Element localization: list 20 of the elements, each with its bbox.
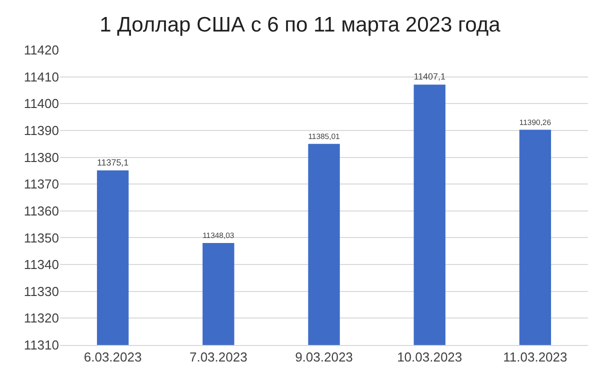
x-tick-label: 9.03.2023 — [295, 350, 353, 365]
y-tick-label: 11350 — [24, 230, 59, 246]
y-tick-label: 11360 — [24, 203, 59, 218]
data-label: 11407,1 — [414, 72, 446, 82]
x-tick-label: 10.03.2023 — [397, 350, 462, 365]
y-tick-label: 11370 — [24, 176, 59, 192]
y-tick-label: 11390 — [24, 123, 59, 138]
x-tick-label: 7.03.2023 — [189, 350, 248, 365]
chart-title: 1 Доллар США с 6 по 11 марта 2023 года — [100, 14, 501, 37]
y-tick-label: 11320 — [24, 310, 59, 326]
y-tick-label: 11400 — [24, 96, 59, 112]
y-tick-label: 11310 — [24, 338, 59, 353]
x-tick-label: 6.03.2023 — [84, 350, 142, 365]
y-tick-label: 11410 — [24, 69, 59, 84]
y-tick-label: 11380 — [24, 150, 59, 165]
data-label: 11375,1 — [96, 157, 129, 168]
y-tick-label: 11330 — [24, 284, 59, 299]
y-tick-label: 11340 — [24, 257, 59, 272]
x-tick-label: 11.03.2023 — [503, 350, 568, 365]
y-tick-label: 11420 — [24, 42, 59, 58]
